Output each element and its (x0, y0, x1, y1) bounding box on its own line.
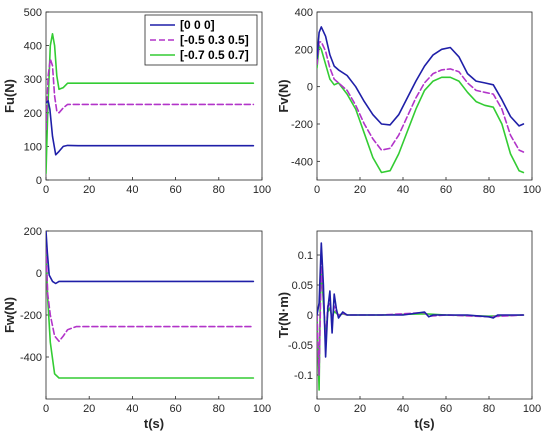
x-tick-label: 60 (169, 403, 181, 415)
panel-bottom-left: 0 20 40 60 80 100 -400 -200 0 200 Fw(N) t(s) (2, 226, 271, 431)
x-axis-label: t(s) (144, 416, 164, 431)
x-tick-label: 40 (126, 184, 138, 196)
legend-entry: [-0.5 0.3 0.5] (180, 33, 249, 47)
y-tick-label: 500 (24, 7, 42, 19)
y-tick-label: -0.05 (288, 340, 313, 352)
x-tick-label: 100 (523, 403, 541, 415)
series-line-1 (317, 26, 525, 127)
series-line-3 (317, 272, 525, 391)
series-line-3 (317, 44, 525, 174)
series-line-2 (46, 58, 255, 131)
y-tick-label: -0.1 (294, 370, 313, 382)
x-tick-label: 100 (253, 403, 271, 415)
x-tick-label: 80 (483, 403, 495, 415)
plot-frame (45, 230, 263, 400)
y-tick-label: 0 (307, 310, 313, 322)
y-tick-label: 0 (36, 268, 42, 280)
series-line-1 (46, 231, 255, 285)
y-tick-label: -200 (20, 310, 42, 322)
x-tick-label: 80 (213, 403, 225, 415)
plot-frame (316, 11, 533, 181)
series-line-3 (46, 33, 255, 175)
legend-entry: [-0.7 0.5 0.7] (180, 48, 249, 62)
y-tick-label: 200 (24, 226, 42, 238)
x-tick-label: 0 (43, 184, 49, 196)
x-tick-label: 20 (83, 184, 95, 196)
x-tick-label: 0 (314, 184, 320, 196)
y-tick-label: 200 (295, 44, 313, 56)
y-axis-label: Fu(N) (2, 79, 17, 113)
x-tick-label: 0 (43, 403, 49, 415)
x-tick-label: 100 (253, 184, 271, 196)
plot-frame (45, 11, 263, 181)
panel-top-right: 0 20 40 60 80 100 -400 -200 0 200 400 Fv(N) (276, 7, 541, 196)
y-axis-label: Tr(N·m) (276, 292, 291, 338)
panel-top-left: 0 20 40 60 80 100 0 100 200 300 400 500 Fu(N) [0 0 0]… (2, 7, 271, 196)
y-tick-label: -200 (291, 119, 313, 131)
x-tick-label: 80 (483, 184, 495, 196)
series-line-2 (317, 41, 525, 153)
x-tick-label: 80 (213, 184, 225, 196)
y-tick-label: 100 (24, 141, 42, 153)
y-tick-label: -400 (291, 156, 313, 168)
series-line-2 (46, 247, 255, 343)
series-line-3 (46, 251, 255, 379)
series-line-1 (317, 242, 525, 358)
x-tick-label: 40 (126, 403, 138, 415)
x-tick-label: 40 (397, 403, 409, 415)
series-group (317, 26, 525, 174)
series-group (46, 33, 255, 175)
panel-bottom-right: 0 20 40 60 80 100 -0.1 -0.05 0 0.05 0.1 Tr(N·m) t(s) (276, 230, 541, 431)
x-tick-label: 20 (83, 403, 95, 415)
legend-entry: [0 0 0] (180, 18, 215, 32)
legend: [0 0 0][-0.5 0.3 0.5][-0.7 0.5 0.7] (144, 14, 258, 66)
series-line-1 (46, 100, 255, 156)
x-tick-label: 60 (169, 184, 181, 196)
y-tick-label: 300 (24, 74, 42, 86)
y-tick-label: 0 (36, 175, 42, 187)
x-tick-label: 100 (523, 184, 541, 196)
x-axis-label: t(s) (414, 416, 434, 431)
x-tick-label: 40 (397, 184, 409, 196)
x-tick-label: 60 (440, 184, 452, 196)
y-axis-label: Fw(N) (2, 297, 17, 333)
y-tick-label: 0.1 (298, 250, 313, 262)
x-tick-label: 20 (354, 184, 366, 196)
x-tick-label: 0 (314, 403, 320, 415)
x-tick-label: 20 (354, 403, 366, 415)
y-tick-label: 400 (295, 7, 313, 19)
y-tick-label: -400 (20, 352, 42, 364)
y-tick-label: 0 (307, 82, 313, 94)
y-tick-label: 0.05 (292, 280, 313, 292)
y-axis-label: Fv(N) (276, 79, 291, 112)
y-tick-label: 400 (24, 41, 42, 53)
series-group (46, 231, 255, 379)
x-tick-label: 60 (440, 403, 452, 415)
y-tick-label: 200 (24, 108, 42, 120)
series-group (317, 242, 525, 391)
